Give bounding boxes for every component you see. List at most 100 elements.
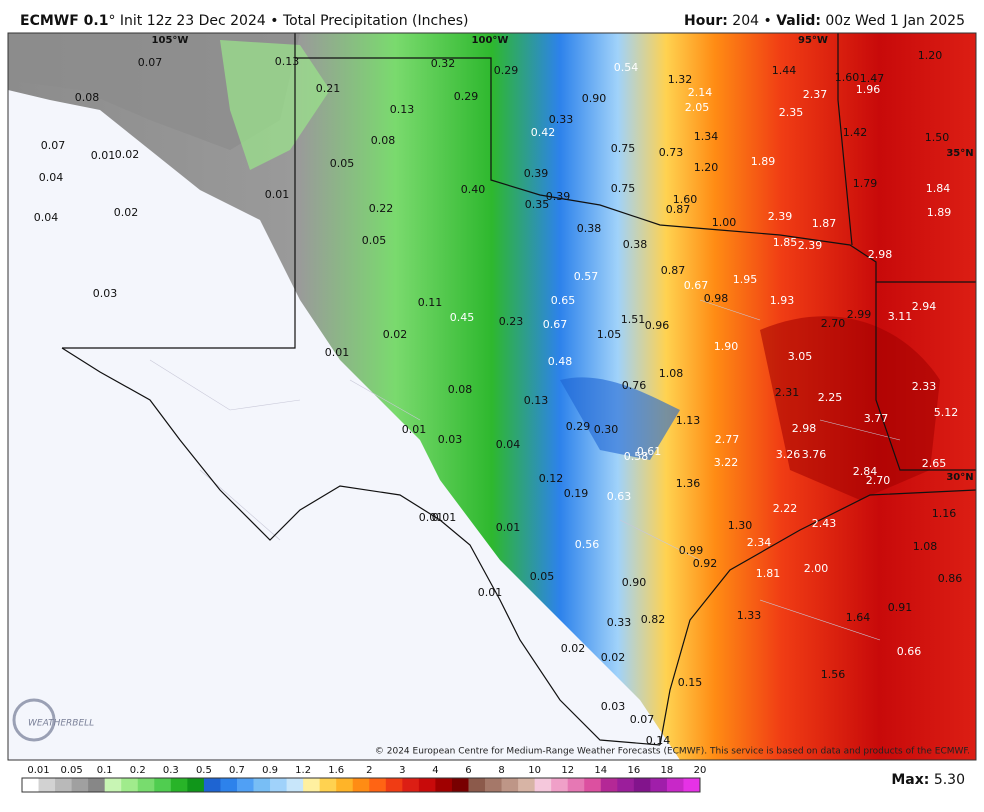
logo-text: WEATHERBELL (28, 719, 94, 729)
geo-label: 35°N (946, 148, 973, 159)
value-label: 0.07 (138, 56, 163, 69)
header-right: Hour: 204 • Valid: 00z Wed 1 Jan 2025 (684, 13, 965, 29)
value-label: 0.92 (693, 557, 718, 570)
value-label: 2.70 (821, 317, 846, 330)
value-label: 0.29 (454, 90, 479, 103)
max-text: Max: 5.30 (891, 772, 965, 788)
value-label: 3.05 (788, 350, 813, 363)
colorbar-swatch (551, 778, 569, 792)
value-label: 0.02 (114, 206, 139, 219)
value-label: 1.84 (926, 182, 951, 195)
value-label: 2.77 (715, 433, 740, 446)
value-label: 1.85 (773, 236, 798, 249)
precip-blue (560, 377, 680, 460)
value-label: 1.16 (932, 507, 957, 520)
colorbar-label: 0.9 (262, 765, 278, 776)
value-label: 0.38 (577, 222, 602, 235)
value-label: 2.25 (818, 391, 843, 404)
value-label: 2.43 (812, 517, 837, 530)
value-labels: 0.07 0.13 0.320.29 0.541.321.441.60 1.471.20… (34, 49, 963, 747)
colorbar-swatch (485, 778, 502, 792)
colorbar-swatch (385, 778, 403, 792)
value-label: 0.01 (478, 586, 503, 599)
colorbar-swatch (38, 778, 56, 792)
value-label: 0.08 (448, 383, 473, 396)
value-label: 2.98 (792, 422, 817, 435)
colorbar-swatch (236, 778, 254, 792)
value-label: 2.98 (868, 248, 893, 261)
value-label: 0.29 (566, 420, 591, 433)
colorbar-swatch (435, 778, 453, 792)
value-label: 2.65 (922, 457, 947, 470)
value-label: 0.01 (432, 511, 457, 524)
precip-field (8, 33, 976, 760)
value-label: 0.15 (678, 676, 703, 689)
value-label: 0.67 (543, 318, 568, 331)
value-label: 0.13 (390, 103, 415, 116)
value-label: 0.02 (115, 148, 140, 161)
value-label: 0.90 (622, 576, 647, 589)
value-label: 1.44 (772, 64, 797, 77)
hour-label: Hour: (684, 13, 728, 29)
colorbar-swatch (253, 778, 271, 792)
model: ECMWF 0.1 (20, 13, 108, 29)
value-label: 3.22 (714, 456, 739, 469)
colorbar: 0.01 0.05 0.1 0.2 0.3 0.5 0.7 0.9 1.2 1.6 2 3 4 6 8 10 1… (21, 765, 706, 793)
geo-label: 100°W (472, 35, 509, 46)
colorbar-swatch (55, 778, 73, 792)
value-label: 1.13 (676, 414, 701, 427)
colorbar-swatch (104, 778, 122, 792)
value-label: 1.81 (756, 567, 781, 580)
value-label: 0.57 (574, 270, 599, 283)
colorbar-label: 10 (528, 765, 541, 776)
value-label: 0.29 (494, 64, 519, 77)
colorbar-swatch (518, 778, 536, 792)
value-label: 0.54 (614, 61, 639, 74)
map-frame (7, 32, 977, 761)
colorbar-swatch (121, 778, 139, 792)
value-label: 0.33 (607, 616, 632, 629)
valid-label: Valid: (776, 13, 821, 29)
value-label: 0.01 (265, 188, 290, 201)
value-label: 0.04 (34, 211, 59, 224)
value-label: 3.77 (864, 412, 889, 425)
colorbar-label: 1.6 (328, 765, 344, 776)
colorbar-label: 4 (432, 765, 438, 776)
valid: 00z Wed 1 Jan 2025 (821, 13, 965, 29)
colorbar-swatch (319, 778, 337, 792)
coastline-border (61, 347, 976, 746)
value-label: 0.01 (496, 521, 521, 534)
value-label: 2.37 (803, 88, 828, 101)
colorbar-label: 16 (627, 765, 640, 776)
value-label: 1.08 (659, 367, 684, 380)
value-label: 0.87 (661, 264, 686, 277)
colorbar-swatch (352, 778, 370, 792)
value-label: 0.03 (601, 700, 626, 713)
colorbar-label: 0.5 (196, 765, 212, 776)
colorbar-label: 0.7 (229, 765, 245, 776)
colorbar-swatch (402, 778, 420, 792)
colorbar-label: 0.2 (130, 765, 146, 776)
value-label: 0.13 (275, 55, 300, 68)
value-label: 0.65 (551, 294, 576, 307)
colorbar-swatch (336, 778, 354, 792)
colorbar-label: 2 (366, 765, 372, 776)
value-label: 0.11 (418, 296, 443, 309)
mexico (8, 348, 650, 760)
value-label: 0.07 (41, 139, 66, 152)
value-label: 0.13 (524, 394, 549, 407)
colorbar-label: 0.3 (163, 765, 179, 776)
value-label: 0.96 (645, 319, 670, 332)
value-label: 0.35 (525, 198, 550, 211)
value-label: 2.00 (804, 562, 829, 575)
value-label: 1.05 (597, 328, 622, 341)
value-label: 0.04 (39, 171, 64, 184)
value-label: 2.33 (912, 380, 937, 393)
colorbar-swatch (683, 778, 701, 792)
county-lines (149, 299, 901, 641)
colorbar-swatch (154, 778, 172, 792)
value-label: 0.05 (362, 234, 387, 247)
value-label: 1.42 (843, 126, 868, 139)
value-label: 1.56 (821, 668, 846, 681)
